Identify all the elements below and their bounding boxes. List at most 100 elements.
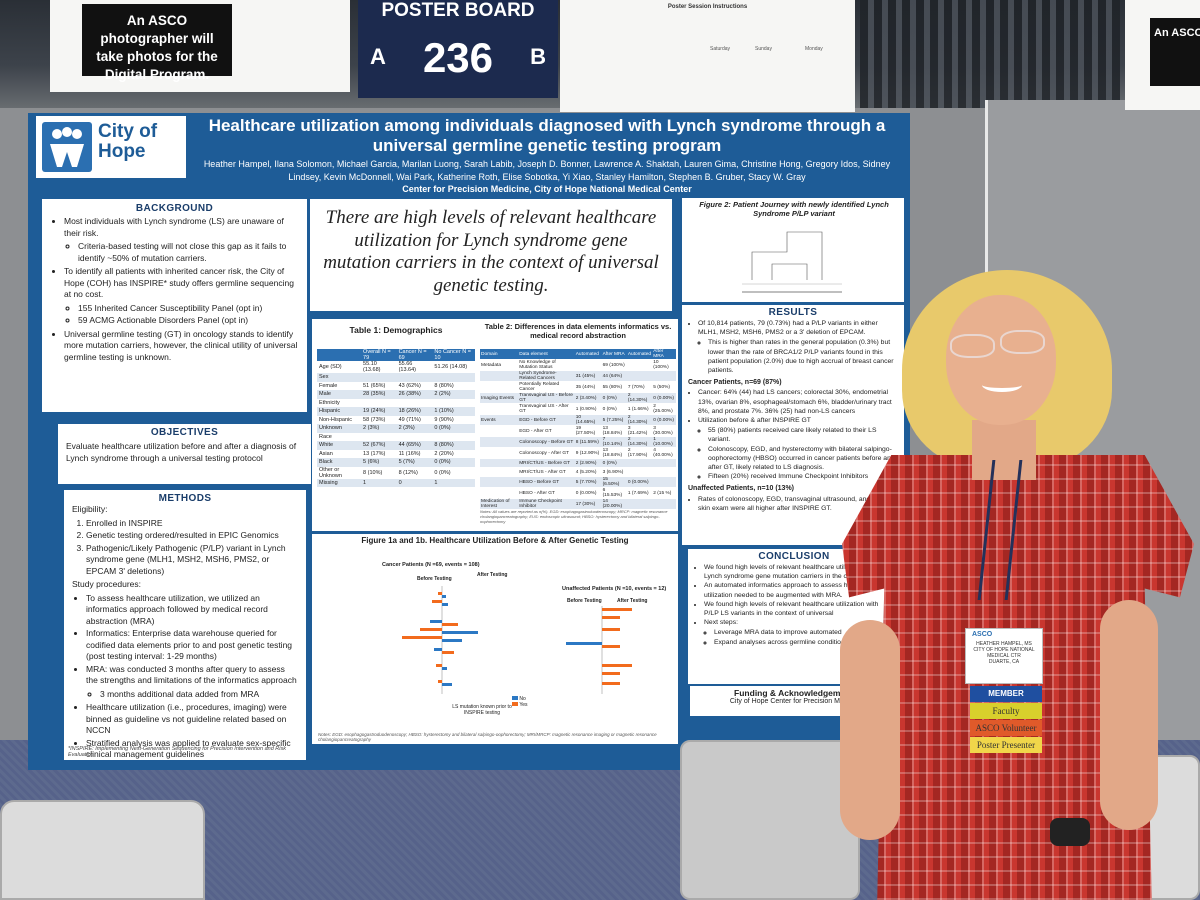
background-point: To identify all patients with inherited … (64, 266, 299, 301)
methods-procedures-label: Study procedures: (72, 579, 141, 589)
conclusion-next-step: Leverage MRA data to improve automated (714, 628, 894, 637)
differences-row: Lynch Syndrome- Related Cancers 31 (45%) 4… (480, 370, 676, 382)
demographics-cell (361, 399, 397, 408)
differences-cell: 0 (0.00%) (626, 476, 653, 489)
differences-row: Imaging Events Transvaginal US - Before G… (480, 392, 676, 404)
demographics-cell: 5 (7%) (396, 458, 433, 467)
background-heading: BACKGROUND (135, 203, 214, 214)
demographics-row: Non-Hispanic 58 (73%) 49 (71%) 9 (90%) (317, 416, 475, 425)
differences-cell: 0 (0%) (601, 458, 627, 469)
demographics-cell: Male (317, 390, 362, 399)
differences-cell: 13 (18.84%) (601, 425, 627, 437)
differences-cell (480, 436, 519, 448)
demographics-cell: 2 (3%) (396, 424, 433, 433)
demographics-table: Overall N = 79 Cancer N = 69 No Cancer N =… (317, 349, 475, 487)
demographics-cell: 1 (361, 478, 397, 487)
demographics-cell (397, 433, 433, 442)
demographics-cell: 51.26 (14.08) (434, 364, 468, 370)
differences-cell: 10 (14.65%) (574, 414, 602, 426)
differences-row: HBSO - Before GT 5 (7.70%) 15 (6.50%) 0 (0.… (480, 476, 676, 489)
board-number: 236 (422, 34, 494, 81)
legend-item-no: No (512, 696, 527, 702)
legend-item-yes: Yes (512, 702, 527, 708)
demographics-cell: Missing (317, 478, 362, 487)
differences-cell: 69 (100%) (601, 359, 627, 371)
methods-step: MRA: was conducted 3 months after query … (86, 664, 298, 687)
methods-criterion: Enrolled in INSPIRE (86, 518, 298, 530)
table2-title: Table 2: Differences in data elements in… (484, 322, 672, 340)
glasses-icon (1000, 330, 1045, 354)
background-point: Universal germline testing (GT) in oncol… (64, 329, 299, 364)
differences-cell: 2 (2.90%) (574, 458, 602, 469)
differences-cell (626, 359, 653, 371)
background-subpoint: 155 Inherited Cancer Susceptibility Pane… (78, 303, 299, 315)
methods-criterion: Pathogenic/Likely Pathogenic (P/LP) vari… (86, 543, 298, 578)
differences-cell: 2 (25.00%) (652, 403, 676, 415)
differences-cell: 2 (15 %) (652, 487, 676, 500)
background-subpoint: 59 ACMG Actionable Disorders Panel (opt … (78, 315, 299, 327)
differences-cell (626, 467, 653, 478)
differences-cell: Events (480, 414, 519, 426)
differences-cell (480, 425, 519, 437)
demographics-cell: Hispanic (317, 407, 362, 416)
poster-affiliation: Center for Precision Medicine, City of H… (402, 184, 692, 194)
demographics-row: Female 51 (65%) 43 (62%) 8 (80%) (317, 382, 475, 391)
results-point: Of 10,814 patients, 79 (0.73%) had a P/L… (698, 319, 898, 337)
demographics-row: Hispanic 19 (24%) 18 (26%) 1 (10%) (317, 407, 475, 416)
differences-cell: Medication of Interest (480, 498, 519, 511)
table1-title: Table 1: Demographics (349, 325, 443, 335)
differences-row: Events EGD - Before GT 10 (14.65%) 5 (7.25%… (480, 414, 676, 426)
figure2-section: Figure 2: Patient Journey with newly ide… (682, 198, 904, 302)
methods-section: METHODS Eligibility: Enrolled in INSPIRE… (64, 490, 306, 760)
differences-cell: MRI/CT/US - After GT (518, 467, 575, 478)
differences-cell: 2 (14.30%) (626, 436, 653, 448)
differences-cell: Colonoscopy - Before GT (518, 436, 575, 448)
methods-substep: 3 months additional data added from MRA (100, 689, 298, 701)
figure1-section: Figure 1a and 1b. Healthcare Utilization… (312, 534, 678, 744)
differences-cell: 2 (3.40%) (574, 392, 602, 404)
funding-text: City of Hope Center for Precision Medici… (729, 698, 863, 705)
instructions-col-monday: Monday (805, 46, 823, 52)
differences-cell (480, 447, 519, 459)
results-point: Cancer: 64% (44) had LS cancers; colorec… (698, 388, 898, 416)
differences-cell: 2 (14.30%) (626, 392, 653, 404)
figure1a-before-label: Before Testing (417, 576, 452, 582)
differences-row: Colonoscopy - Before GT 8 (11.59%) 7 (10.1… (480, 436, 676, 448)
differences-header: Domain Data element Automated After MRA Auto… (480, 349, 676, 360)
methods-footnote: *INSPIRE: Implementing Next-Generation S… (68, 746, 286, 758)
differences-cell: 19 (27.50%) (574, 425, 602, 437)
ribbon-faculty: Faculty (970, 703, 1042, 719)
differences-cell: 44 (64%) (601, 370, 627, 382)
poster-key-message: There are high levels of relevant health… (310, 199, 672, 311)
demographics-cell: Other or Unknown (319, 466, 342, 479)
demographics-cell: 26 (38%) (396, 390, 433, 399)
demographics-cell: 5 (6%) (361, 458, 397, 467)
demographics-cell: 2 (20%) (434, 450, 454, 457)
demographics-row: Sex (317, 373, 475, 382)
differences-cell: Potentially Related Cancer (518, 381, 575, 393)
methods-step: Healthcare utilization (i.e., procedures… (86, 702, 298, 737)
differences-row: Colonoscopy - After GT 9 (12.90%) 13 (18.8… (480, 447, 676, 459)
demographics-row: Unknown 2 (3%) 2 (3%) 0 (0%) (317, 424, 475, 433)
demographics-cell: 8 (12%) (398, 469, 418, 476)
demographics-cell: 1 (432, 478, 475, 487)
differences-cell: 0 (0.00%) (652, 414, 676, 426)
figure1b-after-label: After Testing (617, 598, 648, 604)
differences-cell: Immune Checkpoint Inhibitor (518, 498, 575, 511)
differences-cell: 3 (30.00%) (652, 425, 676, 437)
methods-step: Stratified analysis was applied to evalu… (86, 738, 298, 761)
differences-header-cell: After MRA (652, 349, 676, 360)
background-section: BACKGROUND Most individuals with Lynch s… (42, 199, 307, 412)
logo-text: City of Hope (98, 121, 158, 162)
badge-asco-logo: ASCO (972, 631, 993, 638)
differences-cell: Colonoscopy - After GT (518, 447, 575, 459)
differences-row: Transvaginal US - After GT 1 (0.90%) 0 (0%… (480, 403, 676, 415)
logo-figures-icon (42, 122, 92, 172)
differences-cell: 2 (14.30%) (626, 414, 653, 426)
differences-header-cell: Automated (626, 349, 653, 360)
conclusion-point: We found high levels of relevant healthc… (704, 563, 894, 581)
differences-cell (626, 458, 653, 469)
differences-cell (574, 359, 602, 371)
demographics-cell: White (317, 441, 362, 450)
differences-cell: Transvaginal US - Before GT (518, 392, 575, 404)
